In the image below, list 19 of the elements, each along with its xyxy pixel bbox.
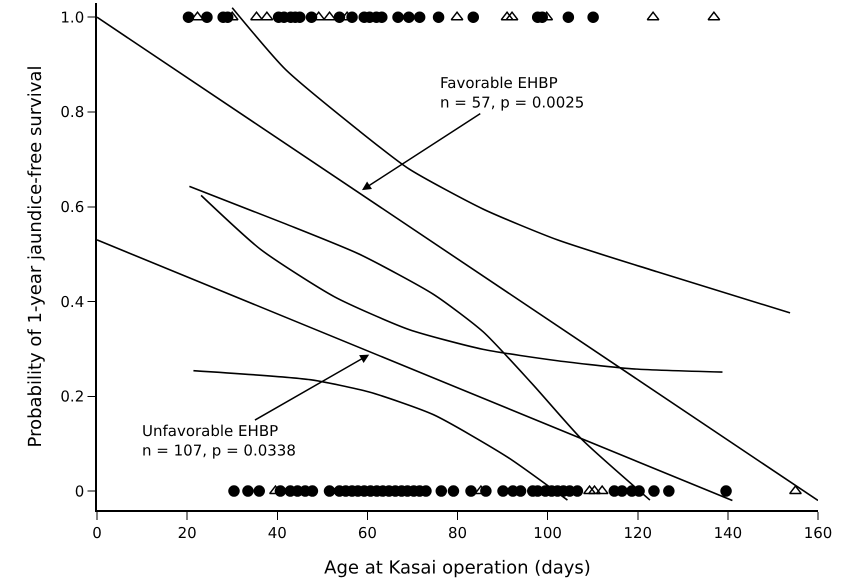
x-tick-label: 160	[804, 524, 832, 542]
x-tick-label: 140	[714, 524, 742, 542]
y-tick-label: 0.8	[60, 103, 84, 122]
x-tick-label: 40	[268, 524, 287, 542]
annotation: Unfavorable EHBP n = 107, p = 0.0338	[142, 422, 296, 460]
x-tick-label: 120	[623, 524, 652, 542]
x-tick-label: 60	[358, 524, 377, 542]
x-tick-label: 80	[448, 524, 468, 542]
y-tick-label: 0.2	[60, 388, 84, 406]
x-tick-label: 100	[533, 524, 562, 542]
y-tick-label: 1.0	[60, 8, 84, 26]
y-axis-title: Probability of 1-year jaundice-free survival	[25, 66, 46, 448]
y-tick-label: 0.6	[60, 198, 84, 216]
x-tick-label: 0	[92, 524, 102, 542]
annotation: Favorable EHBP n = 57, p = 0.0025	[440, 74, 584, 112]
y-tick-label: 0.4	[60, 292, 84, 311]
x-axis-title: Age at Kasai operation (days)	[324, 557, 591, 578]
y-tick-label: 0	[74, 482, 84, 500]
x-tick-label: 20	[178, 524, 197, 542]
